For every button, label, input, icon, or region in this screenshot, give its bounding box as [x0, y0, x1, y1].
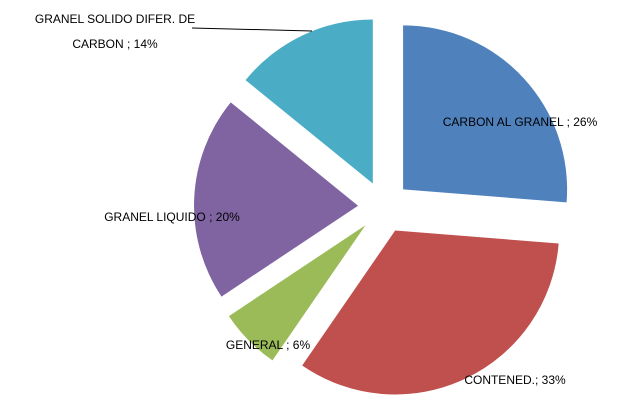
data-label: GRANEL LIQUIDO ; 20%	[104, 210, 240, 224]
pie-slice	[302, 230, 559, 395]
data-label: GRANEL SOLIDO DIFER. DE CARBON ; 14%	[35, 12, 195, 51]
pie-slice	[194, 102, 359, 297]
leader-line	[191, 27, 313, 32]
labels: CARBON AL GRANEL ; 26% CONTENED.; 33% GENE…	[35, 12, 598, 387]
data-label: CARBON AL GRANEL ; 26%	[443, 115, 598, 129]
pie-slice	[245, 19, 373, 184]
pie	[194, 19, 568, 395]
data-label: CONTENED.; 33%	[464, 373, 566, 387]
pie-slice	[228, 225, 366, 361]
pie-slice	[403, 25, 568, 203]
data-label: GENERAL ; 6%	[226, 338, 311, 352]
